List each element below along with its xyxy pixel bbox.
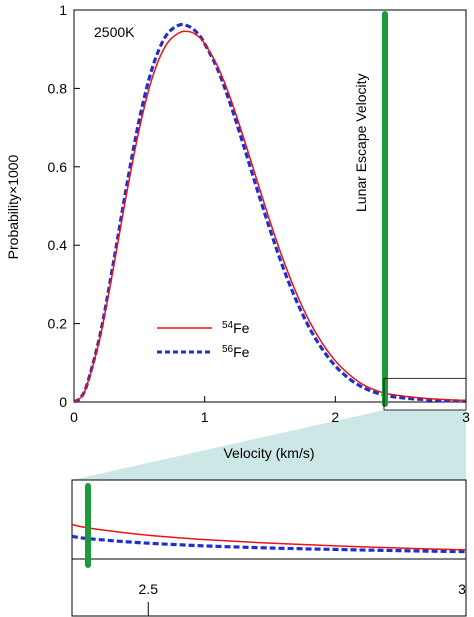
y-tick-label: 0.2 <box>48 316 68 332</box>
y-tick-label: 1 <box>59 2 67 18</box>
zoom-connector <box>72 410 466 480</box>
zoom-region-box <box>383 377 467 411</box>
x-axis-label: Velocity (km/s) <box>223 445 314 461</box>
escape-velocity-annotation: Lunar Escape Velocity <box>353 73 369 212</box>
inset-x-tick-label: 3 <box>458 581 466 597</box>
series-line-56fe <box>73 22 467 404</box>
legend: 54Fe 56Fe <box>157 320 250 360</box>
y-tick-label: 0 <box>59 394 67 410</box>
x-tick-label: 1 <box>201 409 209 425</box>
inset-series-line-56fe <box>71 534 467 554</box>
legend-label-54fe: 54Fe <box>222 320 250 336</box>
main-y-ticks: 0 0.2 0.4 0.6 0.8 1 <box>48 2 80 410</box>
legend-text-56fe: Fe <box>233 344 250 360</box>
inset-series-lines <box>71 523 467 554</box>
x-tick-label: 3 <box>462 409 470 425</box>
y-tick-label: 0.4 <box>48 237 68 253</box>
series-line-54fe <box>73 30 467 403</box>
y-tick-label: 0.6 <box>48 159 68 175</box>
y-axis-label: Probability×1000 <box>5 154 21 259</box>
y-tick-label: 0.8 <box>48 80 68 96</box>
inset-series-line-54fe <box>71 523 467 551</box>
legend-sup-54fe: 54 <box>222 320 234 331</box>
legend-text-54fe: Fe <box>233 320 250 336</box>
inset-x-tick-label: 2.5 <box>139 581 159 597</box>
x-tick-label: 0 <box>70 409 78 425</box>
main-series-lines <box>73 22 467 404</box>
inset-x-ticks: 2.5 3 <box>139 581 467 616</box>
legend-sup-56fe: 56 <box>222 344 234 355</box>
main-plot-frame <box>73 9 467 403</box>
x-tick-label: 2 <box>331 409 339 425</box>
temperature-annotation: 2500K <box>94 24 135 40</box>
legend-label-56fe: 56Fe <box>222 344 250 360</box>
